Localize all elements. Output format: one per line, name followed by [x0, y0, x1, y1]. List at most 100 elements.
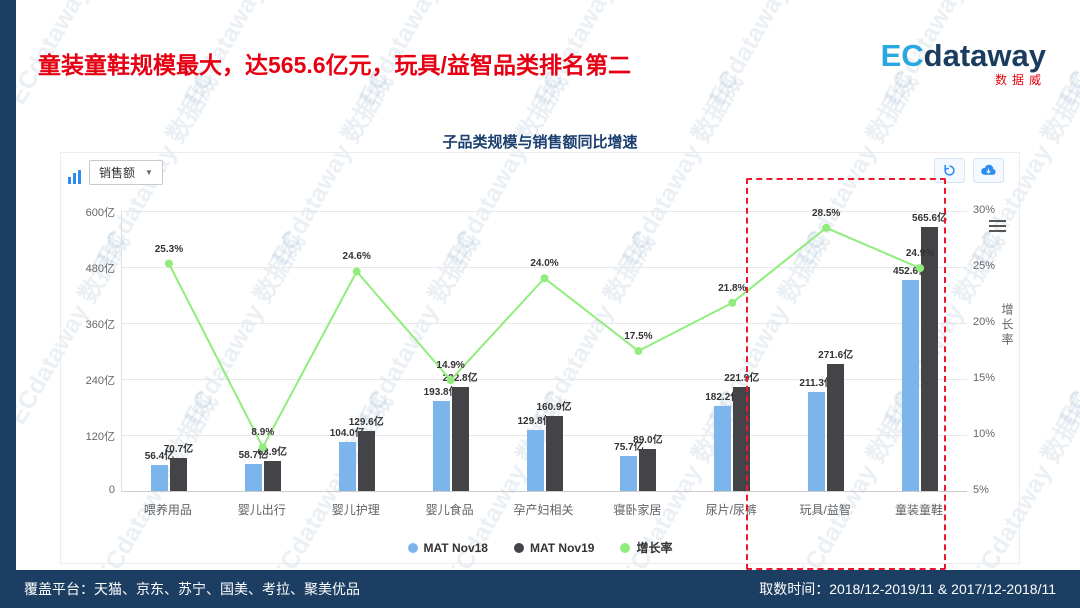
gridline — [122, 435, 967, 436]
line-point[interactable] — [540, 274, 549, 283]
watermark-text: ECdataway 数据威 — [1053, 229, 1080, 430]
chart-title: 子品类规模与销售额同比增速 — [442, 134, 638, 151]
bar-value-label: 221.9亿 — [724, 373, 760, 385]
bar-value-label: 63.9亿 — [257, 447, 288, 459]
x-axis-label: 喂养用品 — [143, 503, 192, 517]
bar-mat-nov19[interactable] — [357, 430, 375, 491]
bar-mat-nov18[interactable] — [244, 463, 262, 491]
plot-area: 56.4亿 58.7亿 104.0亿 193.8亿 129.8亿 75.7亿 182.2亿 2… — [121, 207, 967, 492]
line-point[interactable] — [258, 443, 267, 452]
bar-value-label: 222.8亿 — [442, 373, 478, 385]
chart-menu-button[interactable] — [989, 217, 1006, 235]
bar-mat-nov19[interactable] — [921, 227, 939, 491]
x-axis-label: 孕产妇相关 — [513, 503, 574, 517]
bar-value-label: 89.0亿 — [633, 435, 663, 447]
bar-mat-nov19[interactable] — [639, 449, 657, 491]
line-value-label: 21.8% — [718, 282, 747, 294]
bar-mat-nov18[interactable] — [432, 400, 450, 491]
legend-label: MAT Nov18 — [423, 540, 488, 555]
y-axis-tick-right: 25% — [973, 260, 996, 272]
footer-platforms: 覆盖平台：天猫、京东、苏宁、国美、考拉、聚美优品 — [24, 581, 360, 597]
bar-value-label: 182.2亿 — [705, 391, 741, 403]
bar-value-label: 211.3亿 — [799, 378, 834, 390]
bar-mat-nov19[interactable] — [263, 461, 281, 491]
page-title: 童装童鞋规模最大，达565.6亿元，玩具/益智品类排名第二 — [38, 52, 631, 78]
bar-mat-nov19[interactable] — [169, 458, 187, 491]
y-axis-tick-right: 10% — [973, 428, 996, 440]
bar-mat-nov18[interactable] — [620, 455, 638, 491]
line-value-label: 17.5% — [624, 331, 653, 342]
y-axis-tick-right: 30% — [973, 204, 996, 216]
gridline — [122, 323, 967, 324]
bar-mat-nov18[interactable] — [902, 279, 920, 491]
bar-value-label: 129.8亿 — [517, 416, 553, 428]
bar-mat-nov19[interactable] — [451, 387, 469, 491]
bar-value-label: 70.7亿 — [163, 444, 194, 456]
line-point[interactable] — [352, 267, 361, 276]
line-point[interactable] — [164, 259, 173, 268]
growth-line — [164, 223, 925, 452]
line-point[interactable] — [822, 223, 831, 232]
legend-marker — [407, 542, 418, 553]
left-edge-bar — [0, 0, 16, 608]
line-value-label: 25.3% — [154, 243, 184, 255]
chart-card: 销售额 ▼ 56.4亿 58.7亿 104.0亿 193.8亿 129.8亿 75.7亿 1… — [60, 152, 1020, 564]
x-axis-label: 尿片/尿裤 — [705, 503, 757, 517]
bar-value-label: 75.7亿 — [614, 441, 644, 453]
bar-value-label: 271.6亿 — [818, 350, 854, 362]
refresh-button[interactable] — [934, 158, 965, 183]
y-axis-tick-left: 600亿 — [85, 207, 115, 219]
line-value-label: 28.5% — [811, 207, 841, 219]
line-value-label: 24.0% — [530, 258, 559, 270]
legend-marker — [620, 542, 631, 553]
line-value-label: 24.9% — [905, 248, 935, 260]
bar-mat-nov18[interactable] — [714, 405, 732, 491]
bar-value-label: 58.7亿 — [238, 449, 269, 461]
footer-date-range: 取数时间：2018/12-2019/11 & 2017/12-2018/11 — [759, 581, 1056, 597]
bar-mat-nov18[interactable] — [526, 430, 544, 491]
x-axis-label: 婴儿护理 — [331, 503, 380, 517]
x-axis-label: 玩具/益智 — [799, 503, 851, 517]
x-axis-label: 童装童鞋 — [895, 503, 944, 517]
bar-value-label: 129.6亿 — [348, 416, 384, 428]
line-point[interactable] — [916, 264, 925, 273]
download-button[interactable] — [973, 158, 1004, 183]
line-point[interactable] — [728, 298, 737, 307]
line-point[interactable] — [634, 347, 643, 355]
logo-wordmark: ECdataway — [881, 40, 1046, 71]
bar-mat-nov18[interactable] — [808, 392, 826, 491]
bar-value-label: 452.6亿 — [893, 265, 929, 277]
bar-value-label: 160.9亿 — [536, 401, 572, 413]
line-value-label: 8.9% — [251, 427, 275, 439]
legend-label: 增长率 — [636, 541, 673, 555]
bar-mat-nov19[interactable] — [545, 415, 563, 491]
bar-value-label: 104.0亿 — [329, 428, 365, 440]
footer-bar: 覆盖平台：天猫、京东、苏宁、国美、考拉、聚美优品 取数时间：2018/12-20… — [0, 570, 1080, 608]
chart-tools — [934, 158, 1004, 183]
y-axis-tick-left: 0 — [108, 484, 115, 496]
bar-mat-nov18[interactable] — [338, 442, 356, 491]
chevron-down-icon: ▼ — [145, 168, 153, 177]
legend-item[interactable]: MAT Nov18 — [407, 540, 488, 555]
y-axis-tick-right: 20% — [973, 316, 996, 328]
line-value-label: 24.6% — [342, 251, 371, 263]
bar-mat-nov18[interactable] — [150, 464, 168, 491]
legend-item[interactable]: MAT Nov19 — [513, 540, 595, 555]
legend: MAT Nov18 MAT Nov19 增长率 — [61, 539, 1019, 556]
bar-value-label: 193.8亿 — [423, 386, 459, 398]
legend-item[interactable]: 增长率 — [620, 539, 672, 556]
bar-mat-nov19[interactable] — [827, 364, 845, 491]
line-point[interactable] — [446, 376, 455, 385]
bar-chart-icon — [68, 166, 83, 184]
legend-label: MAT Nov19 — [529, 540, 595, 555]
bar-value-label: 56.4亿 — [144, 450, 175, 462]
metric-dropdown[interactable]: 销售额 ▼ — [89, 160, 163, 185]
header: 童装童鞋规模最大，达565.6亿元，玩具/益智品类排名第二 ECdataway … — [0, 0, 1080, 110]
y-axis-tick-right: 15% — [973, 372, 996, 384]
line-value-label: 14.9% — [436, 360, 465, 372]
y-axis-tick-left: 240亿 — [85, 375, 115, 387]
x-axis-label: 婴儿食品 — [425, 503, 474, 517]
metric-dropdown-value: 销售额 — [99, 166, 136, 180]
gridline — [122, 211, 967, 212]
x-axis-label: 婴儿出行 — [237, 503, 286, 517]
